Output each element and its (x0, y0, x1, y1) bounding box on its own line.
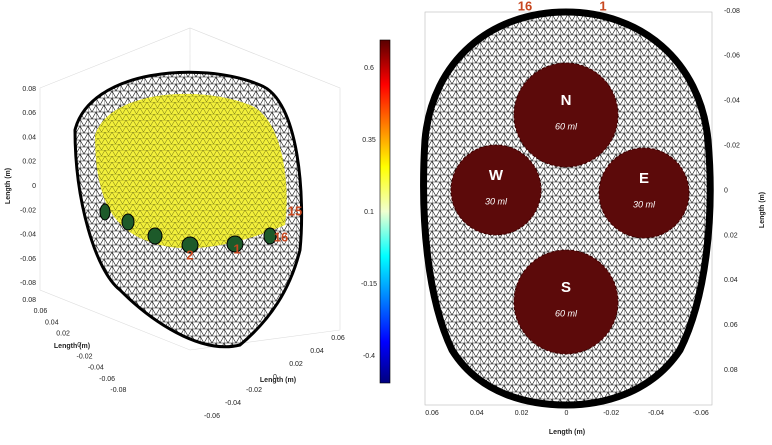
tick-label: 0 (724, 187, 728, 194)
tick-label: 0.04 (470, 410, 484, 417)
tick-label: -0.04 (724, 98, 740, 105)
tick-label: -0.02 (77, 353, 93, 360)
tick-label: -0.04 (20, 232, 36, 239)
tick-label: 0.04 (22, 134, 36, 141)
region (450, 144, 542, 236)
tick-label: 0 (77, 342, 81, 349)
tick-label: 0.08 (724, 367, 738, 374)
tick-label: 0.04 (724, 277, 738, 284)
tick-label: -0.08 (20, 280, 36, 287)
electrode-label: 16 (274, 229, 288, 244)
tick-label: -0.04 (225, 400, 241, 407)
region-volume: 60 ml (555, 308, 578, 318)
tick-label: 0.08 (22, 86, 36, 93)
tick-label: -0.02 (724, 143, 740, 150)
tick-label: 0.02 (56, 331, 70, 338)
tick-label: -0.06 (204, 413, 220, 420)
electrode-label: 2 (186, 247, 193, 262)
tick-label: 0.02 (724, 232, 738, 239)
region-label: W (489, 167, 504, 184)
colorbar (379, 39, 391, 384)
tick-label: -0.06 (20, 256, 36, 263)
electrode-label: 1 (599, 0, 606, 13)
tick-label: 0.6 (364, 65, 374, 72)
tick-label: -0.15 (361, 281, 377, 288)
tick-label: -0.06 (99, 376, 115, 383)
axis-label: Length (m) (54, 343, 90, 350)
tick-label: 0.04 (310, 348, 324, 355)
tick-label: 0.06 (724, 322, 738, 329)
tick-label: -0.4 (363, 353, 375, 360)
tick-label: -0.04 (88, 365, 104, 372)
tick-label: 0.02 (22, 159, 36, 166)
axis-label: Length (m) (549, 429, 585, 436)
tick-label: -0.02 (603, 410, 619, 417)
region (513, 249, 619, 355)
tick-label: 0.35 (362, 137, 376, 144)
region-volume: 30 ml (633, 199, 656, 209)
electrode-label: 15 (288, 203, 302, 218)
tick-label: 0.02 (515, 410, 529, 417)
region-label: N (561, 92, 572, 109)
region-label: E (639, 170, 649, 187)
tick-label: -0.08 (724, 8, 740, 15)
axis-label: Length (m) (759, 192, 766, 228)
tick-label: -0.06 (693, 410, 709, 417)
tick-label: 0.06 (331, 335, 345, 342)
tick-label: 0.08 (22, 297, 36, 304)
tick-label: -0.08 (110, 387, 126, 394)
tick-label: -0.02 (20, 207, 36, 214)
tick-label: 0.06 (425, 410, 439, 417)
region-volume: 60 ml (555, 121, 578, 131)
tick-label: -0.02 (246, 387, 262, 394)
tick-label: 0.06 (34, 308, 48, 315)
tick-label: 0 (32, 183, 36, 190)
right-head-mesh (420, 8, 714, 409)
region (513, 62, 619, 168)
region-label: S (561, 279, 571, 296)
tick-label: -0.04 (648, 410, 664, 417)
axis-label: Length (m) (5, 168, 12, 204)
electrode-label: 16 (518, 0, 532, 13)
tick-label: 0.02 (289, 361, 303, 368)
left-electrodes (99, 203, 277, 254)
region-volume: 30 ml (485, 196, 508, 206)
tick-label: 0.06 (22, 110, 36, 117)
tick-label: -0.06 (724, 53, 740, 60)
left-head-yellow (95, 93, 287, 249)
electrode-label: 1 (233, 241, 240, 256)
tick-label: 0.1 (364, 209, 374, 216)
tick-label: 0 (273, 374, 277, 381)
axis-label: Length (m) (260, 377, 296, 384)
tick-label: 0.04 (45, 319, 59, 326)
tick-label: 0 (564, 410, 568, 417)
region (598, 147, 690, 239)
